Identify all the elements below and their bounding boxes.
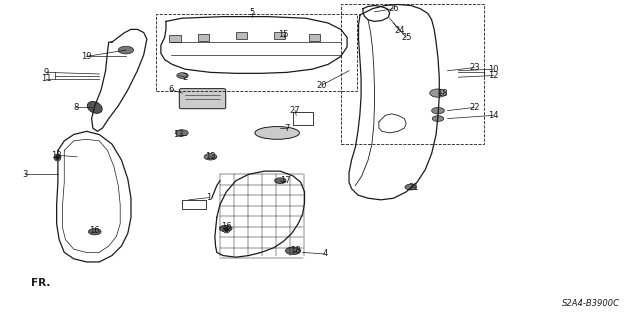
Bar	[274, 32, 285, 39]
Text: FR.: FR.	[31, 278, 50, 288]
Ellipse shape	[87, 101, 102, 113]
Text: 26: 26	[388, 4, 399, 13]
Text: 23: 23	[469, 63, 480, 72]
FancyBboxPatch shape	[179, 89, 225, 109]
Text: 8: 8	[73, 103, 78, 112]
Text: 10: 10	[488, 65, 499, 74]
Circle shape	[275, 178, 286, 184]
Text: 9: 9	[44, 68, 49, 77]
Text: 1: 1	[206, 193, 211, 202]
Text: 15: 15	[278, 30, 289, 39]
Circle shape	[89, 228, 101, 235]
Bar	[341, 4, 483, 144]
Text: 6: 6	[168, 85, 174, 94]
Text: 13: 13	[173, 130, 184, 139]
Text: 3: 3	[22, 170, 27, 179]
Text: 17: 17	[280, 176, 290, 185]
Text: 18: 18	[290, 246, 300, 255]
Text: 27: 27	[290, 106, 300, 115]
Text: S2A4-B3900C: S2A4-B3900C	[562, 299, 620, 308]
Text: 18: 18	[437, 89, 448, 98]
Circle shape	[118, 46, 134, 54]
Text: 4: 4	[322, 250, 327, 259]
Circle shape	[430, 89, 447, 97]
Text: 5: 5	[249, 8, 254, 17]
Bar	[182, 200, 206, 209]
Text: 21: 21	[408, 183, 419, 192]
Circle shape	[204, 154, 217, 160]
Circle shape	[285, 247, 301, 255]
Text: 16: 16	[89, 226, 100, 235]
Text: 2: 2	[182, 73, 188, 82]
Circle shape	[432, 108, 445, 114]
Text: 14: 14	[488, 111, 499, 120]
Bar	[157, 14, 357, 91]
Text: 25: 25	[401, 33, 412, 42]
Text: 12: 12	[488, 71, 499, 80]
Circle shape	[433, 116, 444, 122]
Bar	[169, 35, 180, 42]
Text: 20: 20	[317, 81, 327, 90]
Circle shape	[219, 225, 232, 232]
Bar	[236, 32, 247, 39]
Bar	[197, 34, 209, 41]
Bar	[309, 34, 320, 41]
Circle shape	[405, 184, 417, 190]
Bar	[293, 112, 313, 125]
Circle shape	[176, 73, 188, 78]
Circle shape	[175, 130, 188, 136]
Text: 13: 13	[205, 152, 216, 161]
Text: 7: 7	[284, 124, 289, 132]
Text: 19: 19	[82, 52, 92, 61]
Text: 18: 18	[52, 151, 62, 160]
Text: 24: 24	[394, 27, 405, 36]
Text: 11: 11	[41, 74, 52, 83]
Ellipse shape	[255, 126, 299, 139]
Text: 16: 16	[221, 222, 232, 231]
Text: 22: 22	[469, 103, 480, 112]
